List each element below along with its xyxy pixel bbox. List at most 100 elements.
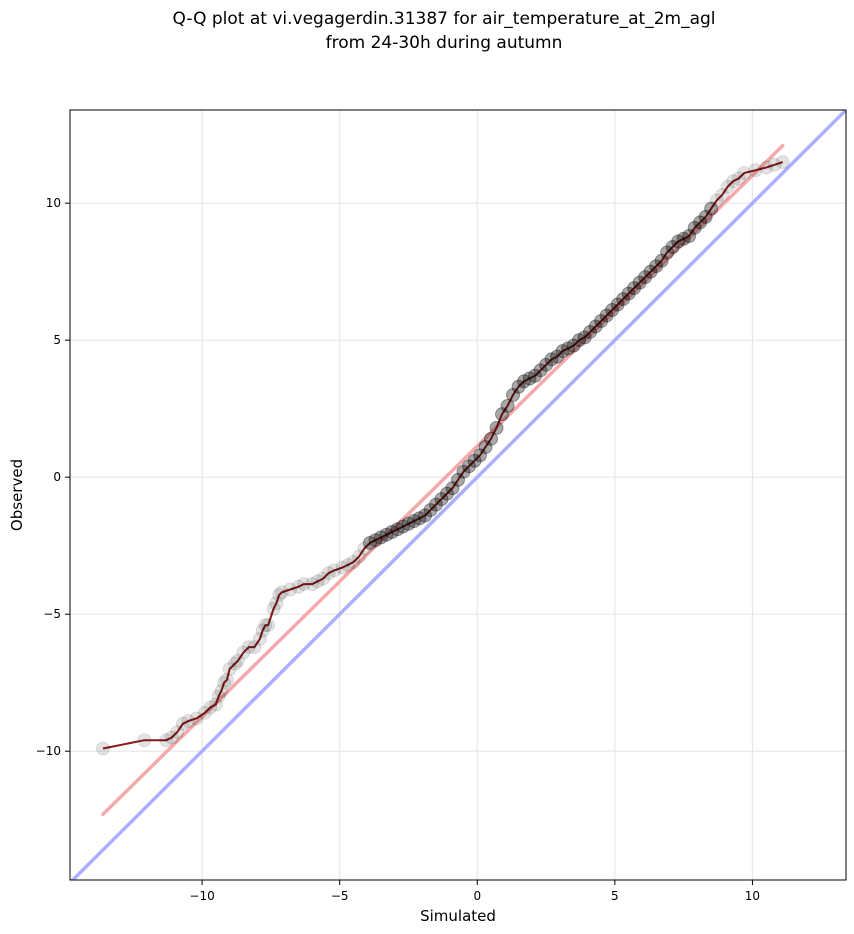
- quantile-point-21: [252, 631, 267, 646]
- quantile-point-56: [439, 486, 454, 501]
- quantile-point-107: [720, 179, 735, 194]
- quantile-point-104: [704, 201, 719, 216]
- quantile-point-53: [423, 503, 438, 518]
- quantile-point-68: [506, 387, 521, 402]
- quantile-points: [96, 155, 790, 756]
- y-tick-label-4: 10: [46, 196, 61, 210]
- quantile-point-19: [241, 640, 256, 655]
- quantile-point-25: [266, 601, 281, 616]
- x-tick-label-0: −10: [189, 889, 214, 903]
- quantile-point-28: [274, 585, 289, 600]
- quantile-point-52: [417, 508, 432, 523]
- quantile-point-66: [495, 407, 510, 422]
- quantile-point-83: [588, 319, 603, 334]
- x-axis-ticks: −10 −5 0 5 10: [189, 880, 760, 903]
- y-tick-label-2: 0: [53, 470, 61, 484]
- quantile-point-1: [137, 733, 152, 748]
- quantile-point-69: [511, 379, 526, 394]
- quantile-point-34: [316, 571, 331, 586]
- quantile-point-62: [473, 448, 488, 463]
- quantile-point-45: [379, 527, 394, 542]
- identity-line: [70, 110, 846, 880]
- x-tick-label-2: 0: [473, 889, 481, 903]
- quantile-point-109: [731, 171, 746, 186]
- quantile-point-4: [170, 725, 185, 740]
- quantile-point-77: [555, 344, 570, 359]
- quantile-point-20: [247, 640, 262, 655]
- quantile-point-43: [368, 533, 383, 548]
- quantile-point-22: [255, 623, 270, 638]
- quantile-point-110: [737, 166, 752, 181]
- quantile-point-95: [654, 253, 669, 268]
- quantile-point-31: [296, 577, 311, 592]
- y-axis-ticks: −10 −5 0 5 10: [36, 196, 70, 758]
- quantile-point-113: [767, 157, 782, 172]
- quantile-point-72: [528, 368, 543, 383]
- quantile-point-79: [566, 338, 581, 353]
- quantile-point-98: [671, 234, 686, 249]
- quantile-point-37: [335, 560, 350, 575]
- quantile-point-10: [208, 697, 223, 712]
- quantile-point-65: [489, 420, 504, 435]
- x-tick-label-3: 5: [611, 889, 619, 903]
- quantile-point-82: [583, 324, 598, 339]
- quantile-point-111: [748, 163, 763, 178]
- quantile-point-55: [434, 492, 449, 507]
- quantile-point-50: [406, 514, 421, 529]
- quantile-point-32: [305, 577, 320, 592]
- quantile-point-60: [462, 459, 477, 474]
- quantile-point-92: [638, 270, 653, 285]
- quantile-point-48: [395, 519, 410, 534]
- quantile-point-18: [236, 645, 251, 660]
- quantile-point-38: [340, 557, 355, 572]
- quantile-point-114: [775, 155, 790, 170]
- chart-title-line-1: Q-Q plot at vi.vegagerdin.31387 for air_…: [172, 9, 715, 29]
- quantile-point-7: [189, 711, 204, 726]
- quantile-point-59: [456, 464, 471, 479]
- quantile-point-12: [214, 683, 229, 698]
- quantile-point-99: [676, 231, 691, 246]
- quantile-point-47: [390, 522, 405, 537]
- quantile-point-49: [401, 516, 416, 531]
- y-axis-label: Observed: [8, 459, 26, 531]
- quantile-point-44: [373, 530, 388, 545]
- quantile-point-27: [272, 588, 287, 603]
- quantile-point-24: [261, 618, 276, 633]
- quantile-point-103: [698, 209, 713, 224]
- quantile-point-64: [484, 431, 499, 446]
- quantile-point-54: [428, 497, 443, 512]
- quantile-point-3: [164, 730, 179, 745]
- quantile-point-74: [539, 357, 554, 372]
- quantile-point-100: [682, 229, 697, 244]
- quantile-point-39: [346, 555, 361, 570]
- quantile-point-71: [522, 371, 537, 386]
- plot-frame: [69, 109, 847, 881]
- quantile-point-33: [310, 574, 325, 589]
- quantile-point-88: [616, 292, 631, 307]
- quantile-point-46: [384, 524, 399, 539]
- x-tick-label-4: 10: [745, 889, 760, 903]
- quantile-point-2: [159, 733, 174, 748]
- grid-lines: [70, 110, 846, 880]
- quantile-point-102: [693, 215, 708, 230]
- quantile-point-105: [709, 193, 724, 208]
- quantile-point-6: [181, 714, 196, 729]
- quantile-point-30: [291, 579, 306, 594]
- x-axis-label: Simulated: [420, 907, 496, 925]
- quantile-point-23: [258, 618, 273, 633]
- quantile-point-5: [175, 716, 190, 731]
- quantile-point-51: [412, 511, 427, 526]
- y-tick-label-0: −10: [36, 744, 61, 758]
- quantile-point-94: [649, 259, 664, 274]
- quantile-point-63: [478, 440, 493, 455]
- quantile-point-112: [759, 160, 774, 175]
- quantile-point-89: [621, 286, 636, 301]
- quantile-point-61: [467, 453, 482, 468]
- quantile-point-16: [228, 656, 243, 671]
- quantile-point-101: [687, 220, 702, 235]
- quantile-point-36: [327, 563, 342, 578]
- quantile-point-84: [594, 313, 609, 328]
- quantile-point-42: [362, 535, 377, 550]
- quantile-point-90: [627, 281, 642, 296]
- y-tick-label-3: 5: [53, 333, 61, 347]
